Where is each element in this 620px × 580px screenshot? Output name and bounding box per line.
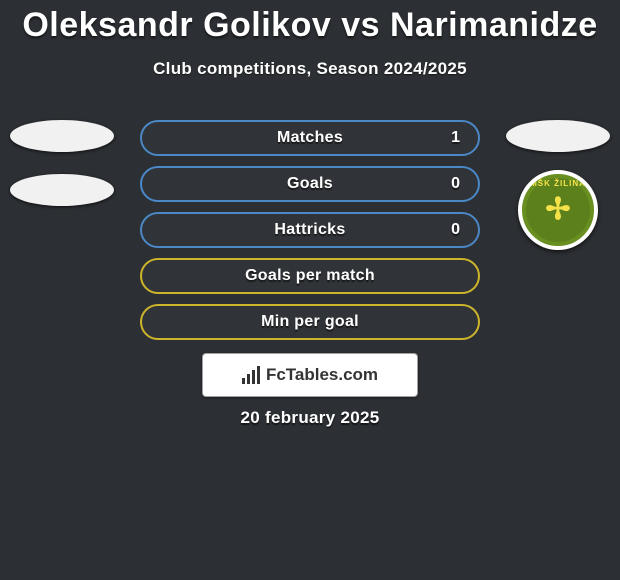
- player2-placeholder-oval: [506, 120, 610, 152]
- stat-value: 1: [451, 129, 460, 147]
- page-title: Oleksandr Golikov vs Narimanidze: [0, 0, 620, 45]
- brand-text: FcTables.com: [266, 365, 378, 385]
- footer-date: 20 february 2025: [0, 408, 620, 428]
- stat-row-hattricks: Hattricks 0: [140, 212, 480, 248]
- stat-row-min-per-goal: Min per goal: [140, 304, 480, 340]
- club-badge-cross-icon: ✢: [545, 195, 570, 225]
- player2-club-badge: MŠK ŽILINA ✢: [518, 170, 598, 250]
- right-player-badges: MŠK ŽILINA ✢: [506, 120, 610, 250]
- stats-list: Matches 1 Goals 0 Hattricks 0 Goals per …: [140, 120, 480, 340]
- stat-row-goals-per-match: Goals per match: [140, 258, 480, 294]
- stat-label: Goals per match: [245, 267, 375, 285]
- left-player-badges: [10, 120, 114, 206]
- stat-value: 0: [451, 175, 460, 193]
- stat-row-goals: Goals 0: [140, 166, 480, 202]
- stat-value: 0: [451, 221, 460, 239]
- stat-label: Goals: [287, 175, 333, 193]
- subtitle: Club competitions, Season 2024/2025: [0, 59, 620, 79]
- player1-placeholder-oval: [10, 120, 114, 152]
- stat-row-matches: Matches 1: [140, 120, 480, 156]
- club-badge-text: MŠK ŽILINA: [530, 179, 586, 188]
- player1-club-placeholder-oval: [10, 174, 114, 206]
- stat-label: Matches: [277, 129, 343, 147]
- stat-label: Hattricks: [274, 221, 345, 239]
- stat-label: Min per goal: [261, 313, 359, 331]
- footer-brand-card: FcTables.com: [202, 353, 418, 397]
- brand-bars-icon: [242, 366, 260, 384]
